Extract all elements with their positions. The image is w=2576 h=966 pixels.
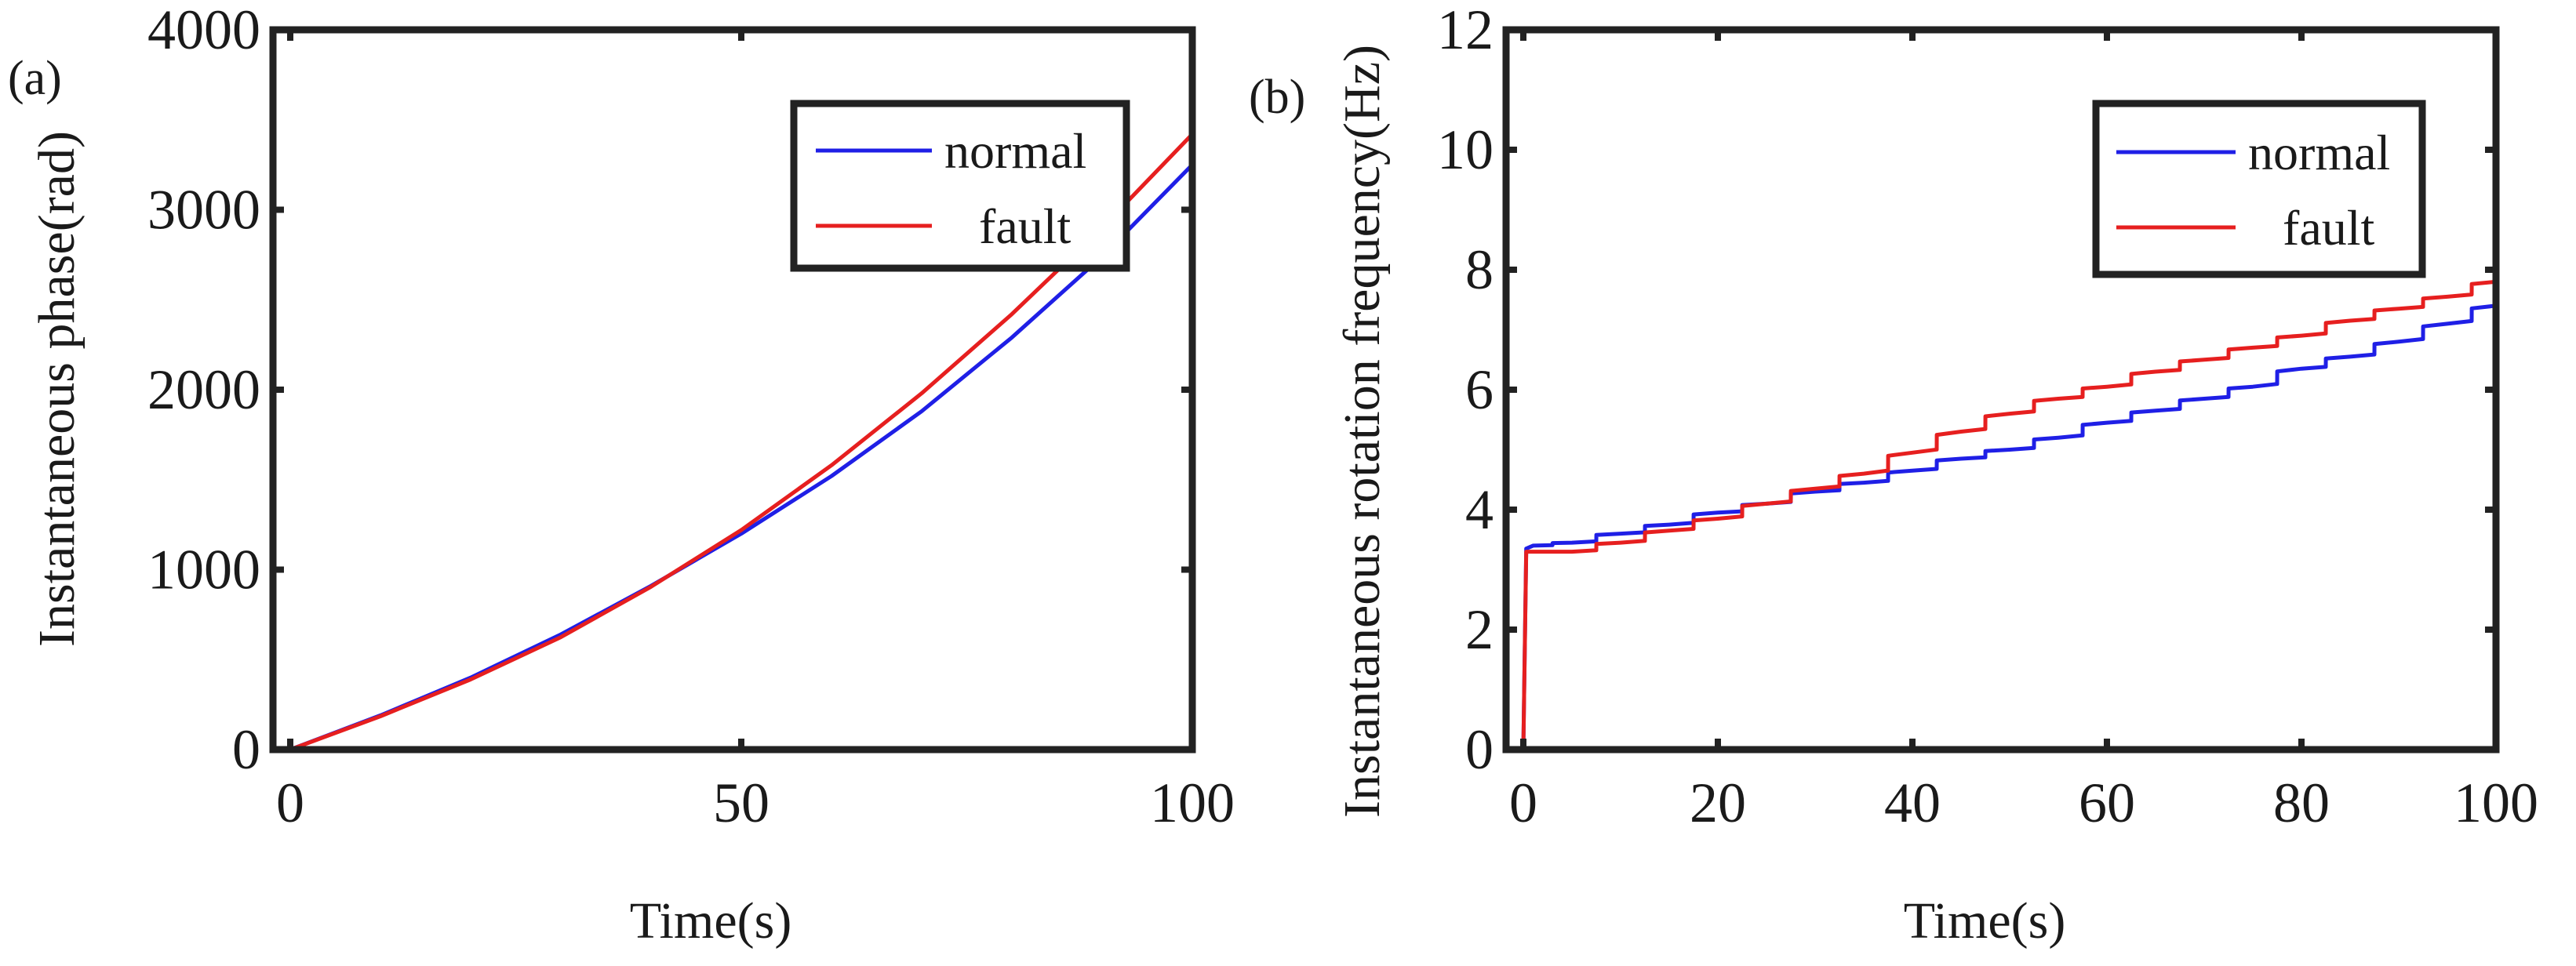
panel-b-ytick-label: 10: [1437, 118, 1494, 181]
panel-b-legend-normal-label: normal: [2248, 125, 2390, 180]
panel-b-ylabel: Instantaneous rotation frequency(Hz): [1333, 45, 1391, 818]
panel-a-ytick-label: 0: [232, 718, 260, 781]
panel-b-xtick-label: 40: [1884, 772, 1941, 834]
panel-b-label: (b): [1249, 71, 1305, 124]
panel-b-xtick-label: 100: [2454, 772, 2538, 834]
panel-b-legend: normal fault: [2092, 100, 2426, 278]
panel-a-ytick-label: 4000: [147, 0, 260, 61]
panel-b-ytick-label: 12: [1437, 0, 1494, 61]
panel-b-xtick-label: 20: [1690, 772, 1746, 834]
panel-a-ytick-label: 2000: [147, 358, 260, 421]
panel-b-xtick-label: 80: [2273, 772, 2330, 834]
panel-a-legend-fault-label: fault: [979, 198, 1072, 254]
panel-b-xlabel: Time(s): [1904, 892, 2066, 950]
panel-b-xtick-label: 0: [1509, 772, 1537, 834]
panel-b-ytick-label: 8: [1465, 238, 1494, 301]
panel-b-legend-box: [2092, 100, 2426, 278]
panel-b-series-layer: [1521, 279, 2497, 750]
panel-a-xlabel: Time(s): [630, 892, 792, 950]
panel-a-legend-normal-label: normal: [944, 123, 1086, 179]
panel-b-series-fault: [1521, 279, 2497, 750]
panel-b-series-normal: [1521, 303, 2497, 750]
panel-a-ylabel: Instantaneous phase(rad): [28, 131, 86, 647]
panel-b-ytick-label: 0: [1465, 718, 1494, 781]
panel-b-ytick-label: 4: [1465, 478, 1494, 541]
panel-b-ytick-label: 2: [1465, 598, 1494, 661]
panel-a-xtick-label: 50: [713, 772, 770, 834]
panel-b-xtick-label: 60: [2079, 772, 2135, 834]
panel-a-xtick-label: 100: [1150, 772, 1235, 834]
panel-b-legend-fault-label: fault: [2283, 200, 2375, 256]
panel-a-legend: normal fault: [790, 100, 1130, 272]
panel-a-label: (a): [8, 52, 62, 105]
panel-a-xtick-label: 0: [276, 772, 304, 834]
panel-b-ticks: 0 20 40 60 80 100 0 2 4 6 8 10 12: [1437, 0, 2538, 834]
panel-a-ytick-label: 3000: [147, 179, 260, 242]
panel-b-ytick-label: 6: [1465, 358, 1494, 421]
panel-a-legend-box: [790, 100, 1130, 272]
panel-a-ytick-label: 1000: [147, 539, 260, 601]
panel-b: (b) 0 20 40 60 80 100 0 2 4 6 8 10 12 Time(s) Instan…: [1249, 0, 2538, 950]
panel-a-series-layer: [289, 133, 1194, 752]
